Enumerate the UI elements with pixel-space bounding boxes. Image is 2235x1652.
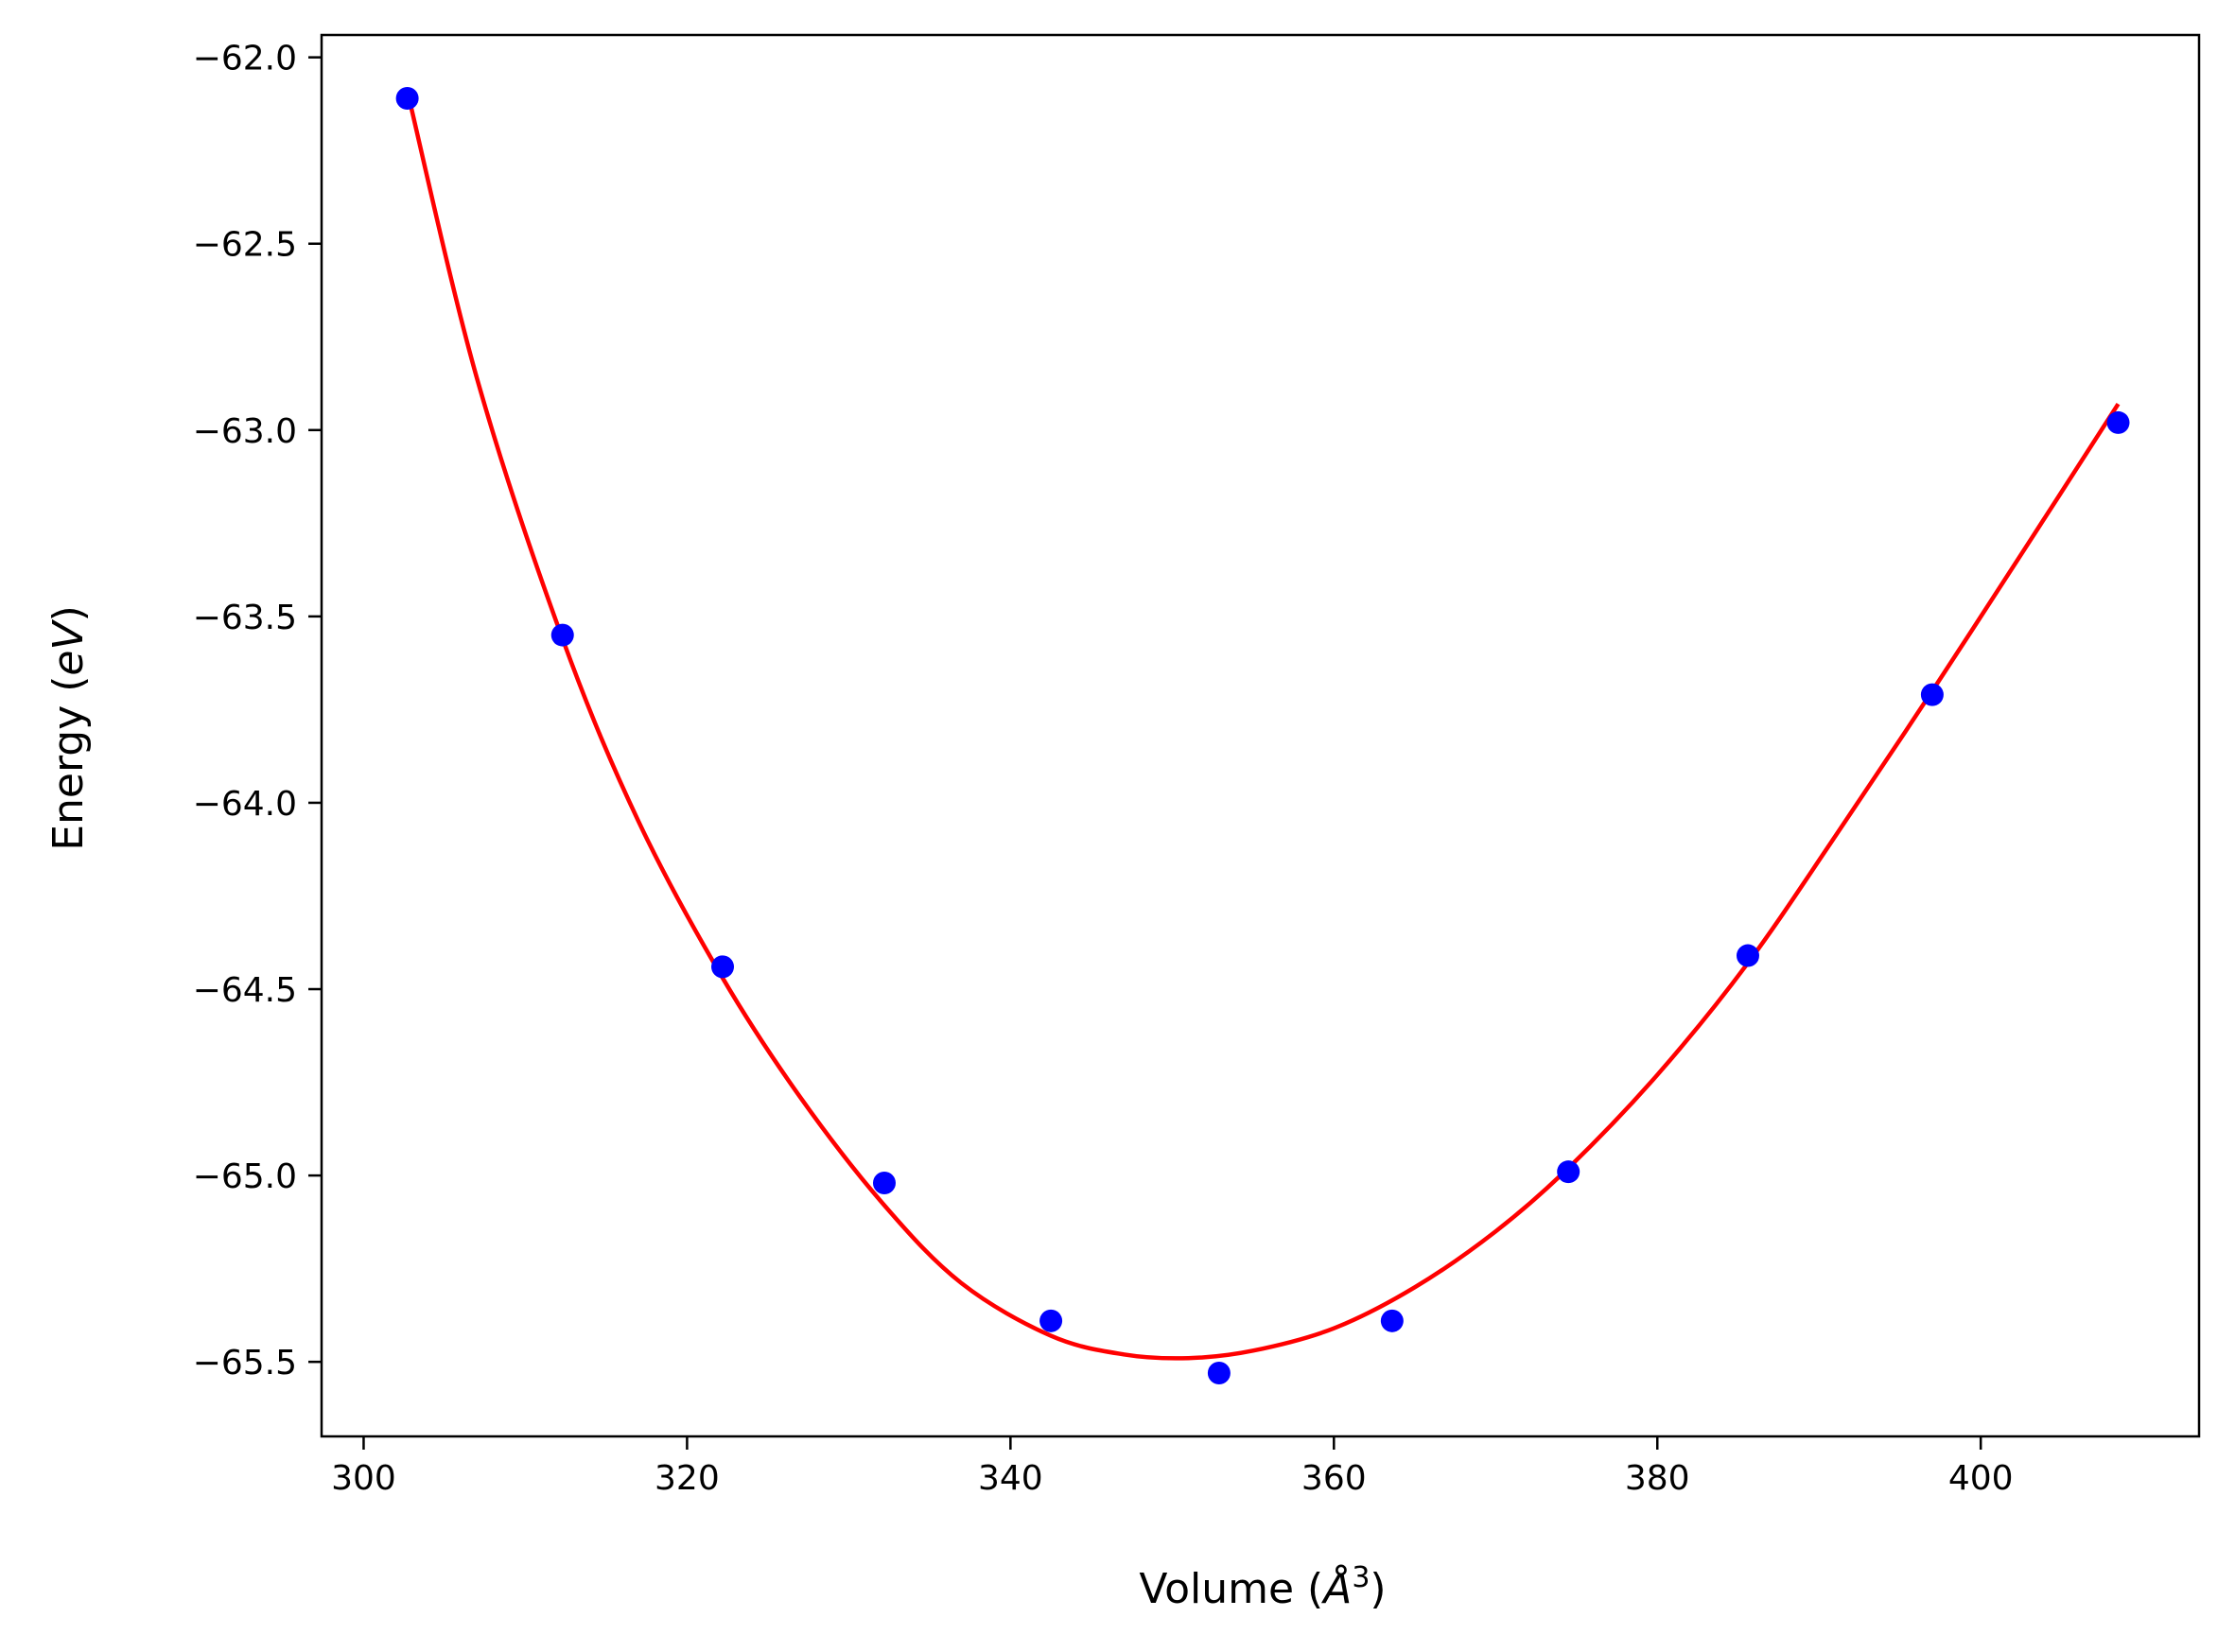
data-point <box>550 623 574 647</box>
x-tick-label: 360 <box>1301 1459 1367 1498</box>
x-tick-label: 380 <box>1625 1459 1690 1498</box>
data-points-layer <box>395 87 2130 1384</box>
data-point <box>395 87 419 111</box>
data-point <box>872 1171 896 1194</box>
x-tick-label: 300 <box>331 1459 396 1498</box>
data-point <box>1920 683 1944 706</box>
axes: 300 320 340 360 380 400 −62.0 −62.5 −63.0 −63.5 −6… <box>193 33 2201 1498</box>
x-axis-title: Volume (Å3) <box>1139 1561 1386 1614</box>
y-tick-label: −62.0 <box>193 40 297 78</box>
y-tick-label: −63.5 <box>193 599 297 637</box>
x-tick-label: 340 <box>978 1459 1043 1498</box>
data-point <box>1039 1309 1063 1332</box>
y-tick-label: −64.0 <box>193 785 297 824</box>
x-tick-label: 400 <box>1948 1459 2014 1498</box>
y-tick-label: −62.5 <box>193 226 297 265</box>
y-tick-label: −63.0 <box>193 412 297 451</box>
data-point <box>1557 1160 1580 1184</box>
data-point <box>1207 1361 1231 1384</box>
fit-curve-line <box>405 90 2121 1361</box>
data-point <box>1380 1309 1404 1332</box>
y-axis-title: Energy (eV) <box>44 605 93 851</box>
data-point <box>711 955 735 979</box>
y-tick-label: −65.5 <box>193 1344 297 1382</box>
y-tick-label: −64.5 <box>193 971 297 1010</box>
x-tick-label: 320 <box>655 1459 720 1498</box>
y-tick-label: −65.0 <box>193 1157 297 1196</box>
data-point <box>2106 410 2130 434</box>
plot-frame <box>320 33 2201 1438</box>
data-point <box>1736 944 1759 967</box>
fit-curve-layer <box>405 90 2121 1361</box>
